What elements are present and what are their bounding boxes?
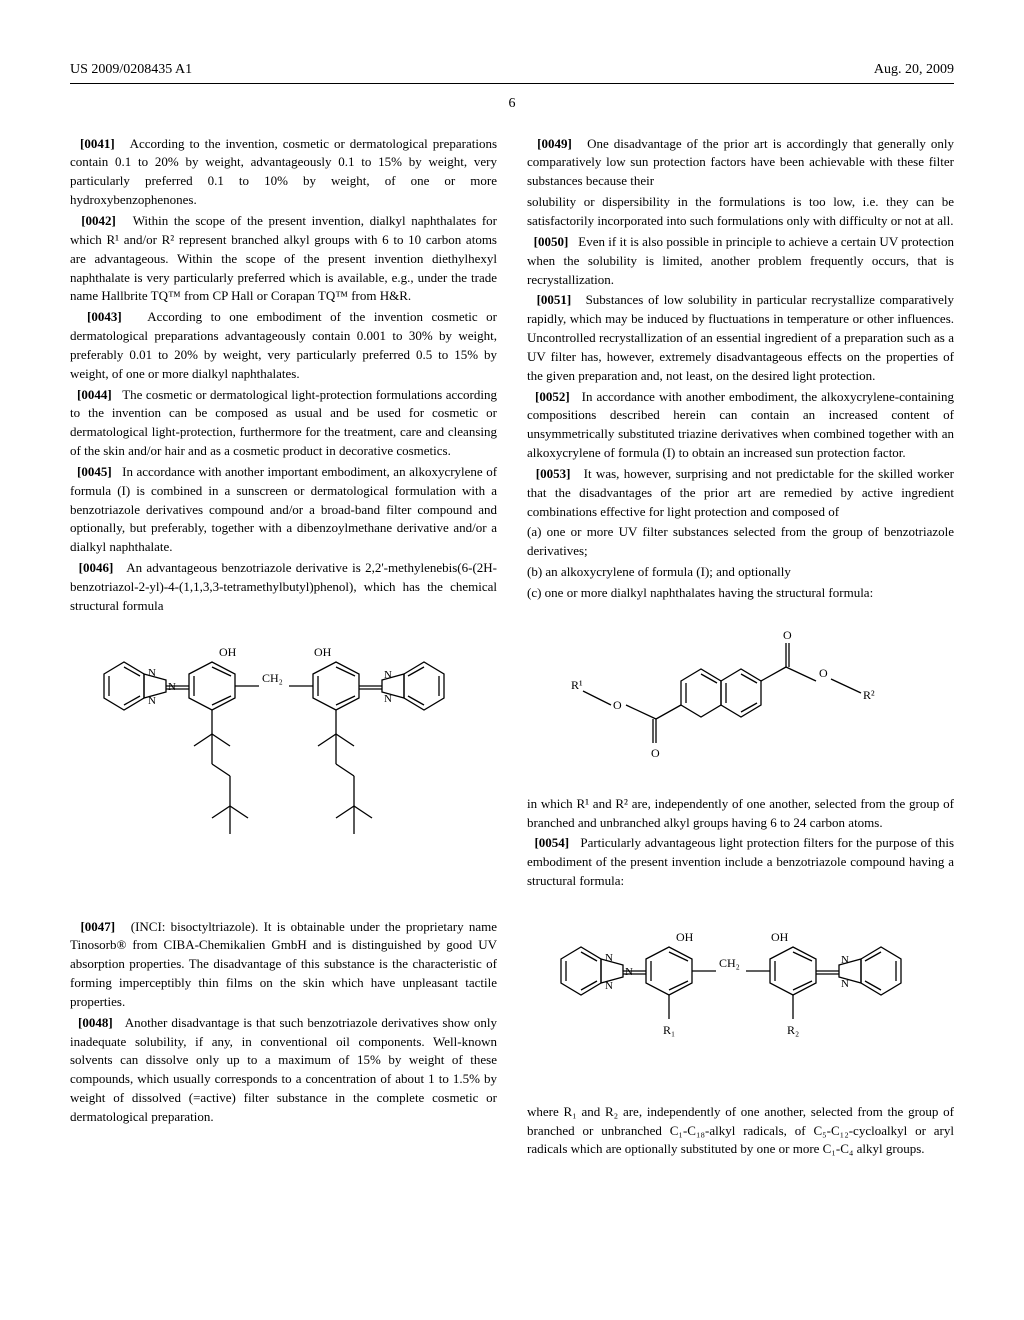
para-text: One disadvantage of the prior art is acc… xyxy=(527,136,954,189)
svg-text:OH: OH xyxy=(771,930,789,944)
para-0051: [0051] Substances of low solubility in p… xyxy=(527,291,954,385)
svg-text:R₁: R₁ xyxy=(663,1023,675,1037)
para-num: [0043] xyxy=(87,309,122,324)
para-text: In accordance with another embodiment, t… xyxy=(527,389,954,461)
chemical-structure-bisoctyltriazole: N N N OH CH₂ OH N N xyxy=(70,634,497,900)
para-0049: [0049] One disadvantage of the prior art… xyxy=(527,135,954,192)
para-text: According to the invention, cosmetic or … xyxy=(70,136,497,208)
svg-text:CH₂: CH₂ xyxy=(262,671,283,685)
para-num: [0051] xyxy=(537,292,572,307)
svg-text:N: N xyxy=(384,669,392,681)
para-num: [0054] xyxy=(534,835,569,850)
svg-text:O: O xyxy=(819,666,828,680)
para-0042: [0042] Within the scope of the present i… xyxy=(70,212,497,306)
svg-text:N: N xyxy=(384,693,392,705)
svg-text:R²: R² xyxy=(863,688,875,702)
para-0045: [0045] In accordance with another import… xyxy=(70,463,497,557)
para-text: where R₁ and R₂ are, independently of on… xyxy=(527,1104,954,1157)
publication-number: US 2009/0208435 A1 xyxy=(70,60,192,80)
benzotriazole-svg: N N N OH CH₂ OH N N xyxy=(84,634,484,894)
para-num: [0053] xyxy=(536,466,571,481)
para-num: [0048] xyxy=(78,1015,113,1030)
para-text: Even if it is also possible in principle… xyxy=(527,234,954,287)
svg-text:N: N xyxy=(605,952,613,964)
naphthalate-svg: O O R² O O R¹ xyxy=(571,621,911,771)
para-text: Particularly advantageous light protecti… xyxy=(527,835,954,888)
body-columns: [0041] According to the invention, cosme… xyxy=(70,135,954,1160)
svg-text:O: O xyxy=(783,628,792,642)
para-num: [0045] xyxy=(77,464,112,479)
para-text: According to one embodiment of the inven… xyxy=(70,309,497,381)
para-text: (b) an alkoxycrylene of formula (I); and… xyxy=(527,564,791,579)
para-text: (c) one or more dialkyl naphthalates hav… xyxy=(527,585,873,600)
para-num: [0047] xyxy=(80,919,115,934)
svg-text:CH₂: CH₂ xyxy=(719,956,740,970)
para-num: [0049] xyxy=(537,136,572,151)
svg-text:O: O xyxy=(613,698,622,712)
para-text: (a) one or more UV filter substances sel… xyxy=(527,524,954,558)
svg-text:N: N xyxy=(625,966,633,978)
para-text: Another disadvantage is that such benzot… xyxy=(70,1015,497,1124)
svg-text:N: N xyxy=(605,980,613,992)
para-0043: [0043] According to one embodiment of th… xyxy=(70,308,497,383)
para-0052: [0052] In accordance with another embodi… xyxy=(527,388,954,463)
para-text: Within the scope of the present inventio… xyxy=(70,213,497,303)
para-0047: [0047] (INCI: bisoctyltriazole). It is o… xyxy=(70,918,497,1012)
para-text: The cosmetic or dermatological light-pro… xyxy=(70,387,497,459)
svg-text:OH: OH xyxy=(219,645,237,659)
para-0048: [0048] Another disadvantage is that such… xyxy=(70,1014,497,1127)
svg-text:O: O xyxy=(651,746,660,760)
para-num: [0050] xyxy=(534,234,569,249)
para-0046: [0046] An advantageous benzotriazole der… xyxy=(70,559,497,616)
svg-text:R¹: R¹ xyxy=(571,678,583,692)
svg-text:N: N xyxy=(148,667,156,679)
para-0054: [0054] Particularly advantageous light p… xyxy=(527,834,954,891)
chemical-structure-naphthalate: O O R² O O R¹ xyxy=(527,621,954,777)
para-text: Substances of low solubility in particul… xyxy=(527,292,954,382)
para-0053b: (b) an alkoxycrylene of formula (I); and… xyxy=(527,563,954,582)
para-text: An advantageous benzotriazole derivative… xyxy=(70,560,497,613)
para-num: [0042] xyxy=(81,213,116,228)
svg-text:N: N xyxy=(841,978,849,990)
para-0054b: where R₁ and R₂ are, independently of on… xyxy=(527,1103,954,1160)
para-text: In accordance with another important emb… xyxy=(70,464,497,554)
page-header: US 2009/0208435 A1 Aug. 20, 2009 xyxy=(70,60,954,84)
svg-text:OH: OH xyxy=(676,930,694,944)
para-text: It was, however, surprising and not pred… xyxy=(527,466,954,519)
svg-text:OH: OH xyxy=(314,645,332,659)
para-0053a: (a) one or more UV filter substances sel… xyxy=(527,523,954,561)
svg-text:N: N xyxy=(168,681,176,693)
svg-text:R₂: R₂ xyxy=(787,1023,799,1037)
para-num: [0046] xyxy=(79,560,114,575)
para-0050: [0050] Even if it is also possible in pr… xyxy=(527,233,954,290)
para-num: [0041] xyxy=(80,136,115,151)
benzotriazole-generic-svg: N N N OH CH₂ OH N N R₁ R₂ xyxy=(541,909,941,1079)
para-0044: [0044] The cosmetic or dermatological li… xyxy=(70,386,497,461)
para-0053d: in which R¹ and R² are, independently of… xyxy=(527,795,954,833)
para-0053c: (c) one or more dialkyl naphthalates hav… xyxy=(527,584,954,603)
svg-text:N: N xyxy=(148,695,156,707)
para-num: [0052] xyxy=(535,389,570,404)
para-0053: [0053] It was, however, surprising and n… xyxy=(527,465,954,522)
chemical-structure-benzotriazole-generic: N N N OH CH₂ OH N N R₁ R₂ xyxy=(527,909,954,1085)
para-num: [0044] xyxy=(77,387,112,402)
publication-date: Aug. 20, 2009 xyxy=(874,60,954,80)
page-number: 6 xyxy=(70,94,954,114)
para-text: (INCI: bisoctyltriazole). It is obtainab… xyxy=(70,919,497,1009)
svg-text:N: N xyxy=(841,954,849,966)
para-0049-cont: solubility or dispersibility in the form… xyxy=(527,193,954,231)
para-text: solubility or dispersibility in the form… xyxy=(527,194,954,228)
para-text: in which R¹ and R² are, independently of… xyxy=(527,796,954,830)
para-0041: [0041] According to the invention, cosme… xyxy=(70,135,497,210)
